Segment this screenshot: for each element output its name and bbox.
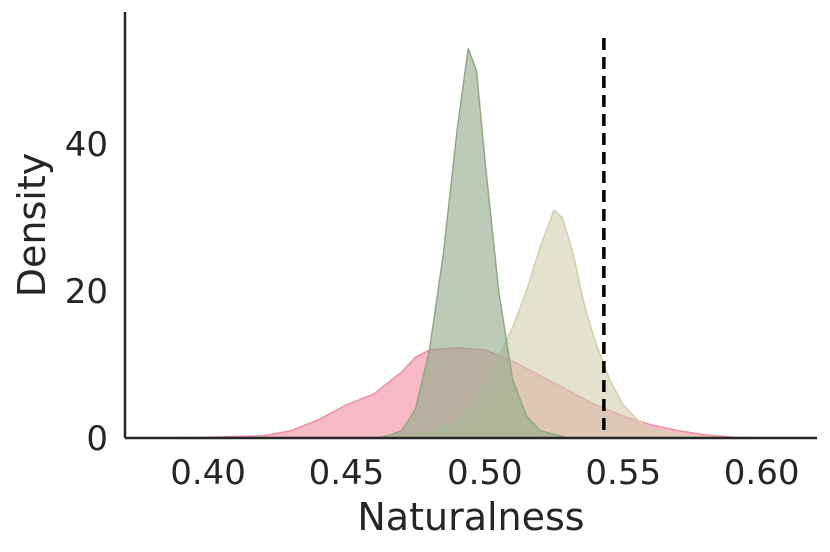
x-axis-title: Naturalness [357,495,584,539]
x-ticks: 0.40 0.45 0.50 0.55 0.60 [170,453,799,493]
x-tick-label: 0.60 [724,453,800,493]
density-series-3 [373,47,569,439]
y-ticks: 0 20 40 [65,125,108,459]
x-tick-label: 0.50 [447,453,523,493]
y-tick-label: 0 [86,419,108,459]
y-tick-label: 40 [65,125,108,165]
x-tick-label: 0.45 [309,453,385,493]
y-tick-label: 20 [65,272,108,312]
series-layer [151,47,763,439]
y-axis-title: Density [10,153,54,297]
x-tick-label: 0.55 [585,453,661,493]
x-tick-label: 0.40 [170,453,246,493]
